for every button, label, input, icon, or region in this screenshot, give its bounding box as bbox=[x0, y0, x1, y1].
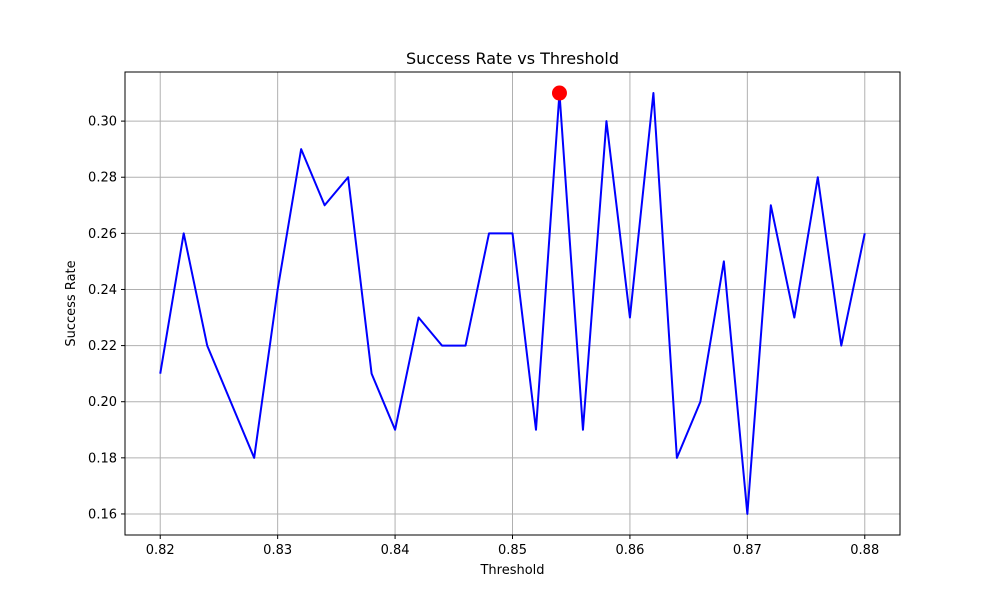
y-tick-label: 0.30 bbox=[88, 115, 117, 130]
x-axis-label: Threshold bbox=[479, 563, 544, 578]
highlight-layer bbox=[551, 85, 567, 101]
y-tick-label: 0.16 bbox=[88, 507, 117, 522]
y-tick-label: 0.28 bbox=[88, 171, 117, 186]
x-tick-label: 0.84 bbox=[381, 543, 410, 558]
y-tick-label: 0.26 bbox=[88, 227, 117, 242]
x-axis-ticks: 0.82 0.83 0.84 0.85 0.86 0.87 0.88 bbox=[146, 535, 879, 558]
series-line-group bbox=[159, 92, 866, 515]
y-axis-ticks: 0.16 0.18 0.20 0.22 0.24 0.26 0.28 0.30 bbox=[88, 115, 125, 522]
success-rate-line bbox=[159, 92, 866, 515]
y-tick-label: 0.18 bbox=[88, 451, 117, 466]
x-tick-label: 0.88 bbox=[850, 543, 879, 558]
x-tick-label: 0.83 bbox=[263, 543, 292, 558]
max-success-marker bbox=[551, 85, 567, 101]
x-tick-label: 0.87 bbox=[733, 543, 762, 558]
y-tick-label: 0.20 bbox=[88, 395, 117, 410]
y-axis-label: Success Rate bbox=[64, 260, 79, 346]
chart-title: Success Rate vs Threshold bbox=[406, 49, 619, 68]
y-tick-label: 0.24 bbox=[88, 283, 117, 298]
x-tick-label: 0.86 bbox=[615, 543, 644, 558]
x-tick-label: 0.85 bbox=[498, 543, 527, 558]
x-tick-label: 0.82 bbox=[146, 543, 175, 558]
y-tick-label: 0.22 bbox=[88, 339, 117, 354]
